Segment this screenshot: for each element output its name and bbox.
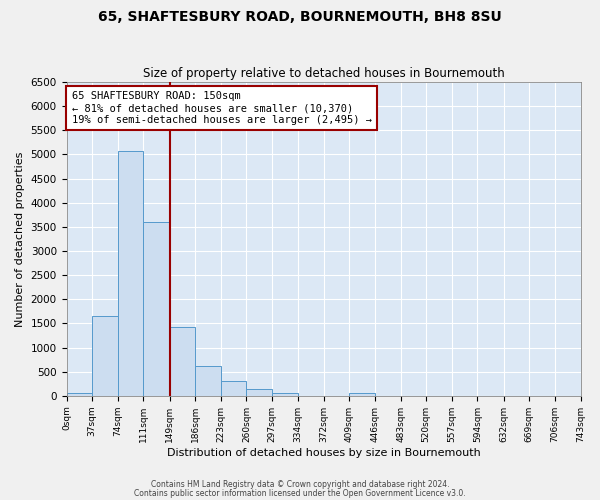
Bar bbox=[349, 393, 375, 396]
Bar bbox=[92, 316, 118, 396]
Bar bbox=[247, 389, 272, 396]
Bar bbox=[195, 366, 221, 396]
Bar bbox=[118, 150, 143, 396]
Text: Contains HM Land Registry data © Crown copyright and database right 2024.: Contains HM Land Registry data © Crown c… bbox=[151, 480, 449, 489]
Text: Contains public sector information licensed under the Open Government Licence v3: Contains public sector information licen… bbox=[134, 488, 466, 498]
Title: Size of property relative to detached houses in Bournemouth: Size of property relative to detached ho… bbox=[143, 66, 505, 80]
Bar bbox=[143, 222, 170, 396]
Bar bbox=[221, 382, 247, 396]
Bar bbox=[170, 328, 195, 396]
Text: 65 SHAFTESBURY ROAD: 150sqm
← 81% of detached houses are smaller (10,370)
19% of: 65 SHAFTESBURY ROAD: 150sqm ← 81% of det… bbox=[71, 92, 371, 124]
Text: 65, SHAFTESBURY ROAD, BOURNEMOUTH, BH8 8SU: 65, SHAFTESBURY ROAD, BOURNEMOUTH, BH8 8… bbox=[98, 10, 502, 24]
Bar bbox=[67, 392, 92, 396]
Bar bbox=[272, 393, 298, 396]
Y-axis label: Number of detached properties: Number of detached properties bbox=[15, 152, 25, 326]
X-axis label: Distribution of detached houses by size in Bournemouth: Distribution of detached houses by size … bbox=[167, 448, 481, 458]
